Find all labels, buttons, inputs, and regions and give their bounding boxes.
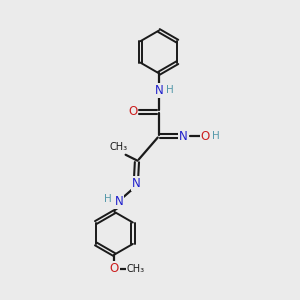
Text: H: H — [166, 85, 174, 95]
Text: O: O — [201, 130, 210, 143]
Text: H: H — [212, 131, 220, 141]
Text: N: N — [115, 195, 124, 208]
Text: H: H — [104, 194, 112, 204]
Text: O: O — [128, 106, 137, 118]
Text: N: N — [155, 84, 164, 97]
Text: CH₃: CH₃ — [127, 264, 145, 274]
Text: O: O — [110, 262, 119, 275]
Text: N: N — [179, 130, 188, 143]
Text: CH₃: CH₃ — [109, 142, 127, 152]
Text: N: N — [132, 177, 140, 190]
